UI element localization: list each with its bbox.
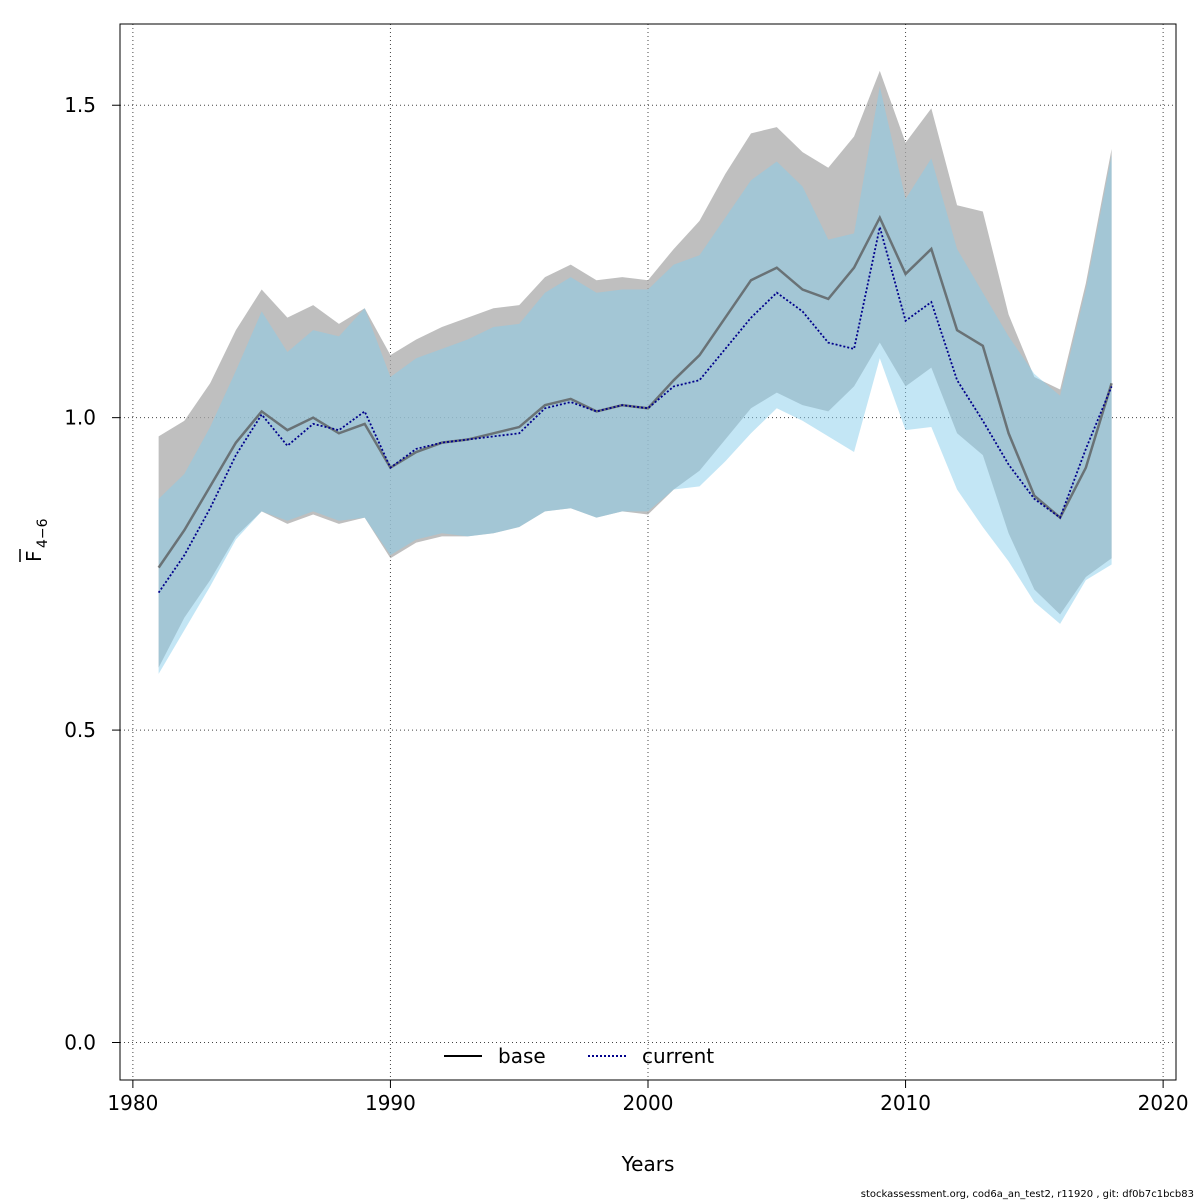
x-tick-label: 2000 — [623, 1091, 674, 1115]
legend-label-current: current — [642, 1044, 714, 1068]
y-axis-title-sub: 4−6 — [35, 518, 51, 548]
x-axis: 1980 1990 2000 2010 2020 — [107, 1079, 1189, 1115]
x-tick-label: 2010 — [880, 1091, 931, 1115]
y-axis-title: F 4−6 — [19, 518, 51, 562]
line-current — [157, 226, 1113, 594]
y-tick-label: 1.5 — [64, 93, 96, 117]
x-tick-label: 2020 — [1138, 1091, 1189, 1115]
x-axis-title: Years — [621, 1152, 675, 1176]
y-tick-label: 1.0 — [64, 406, 96, 430]
y-axis: 0.0 0.5 1.0 1.5 — [64, 93, 121, 1055]
confidence-bands — [158, 70, 1112, 674]
footer-text: stockassessment.org, cod6a_an_test2, r11… — [861, 1189, 1194, 1200]
y-tick-label: 0.0 — [64, 1031, 96, 1055]
x-tick-label: 1990 — [365, 1091, 416, 1115]
line-base — [157, 214, 1113, 569]
series-lines — [157, 214, 1113, 594]
x-tick-label: 1980 — [107, 1091, 158, 1115]
legend: base current — [444, 1044, 714, 1068]
y-axis-title-main: F — [22, 550, 46, 562]
legend-label-base: base — [498, 1044, 546, 1068]
band-current — [158, 86, 1112, 674]
y-tick-label: 0.5 — [64, 718, 96, 742]
